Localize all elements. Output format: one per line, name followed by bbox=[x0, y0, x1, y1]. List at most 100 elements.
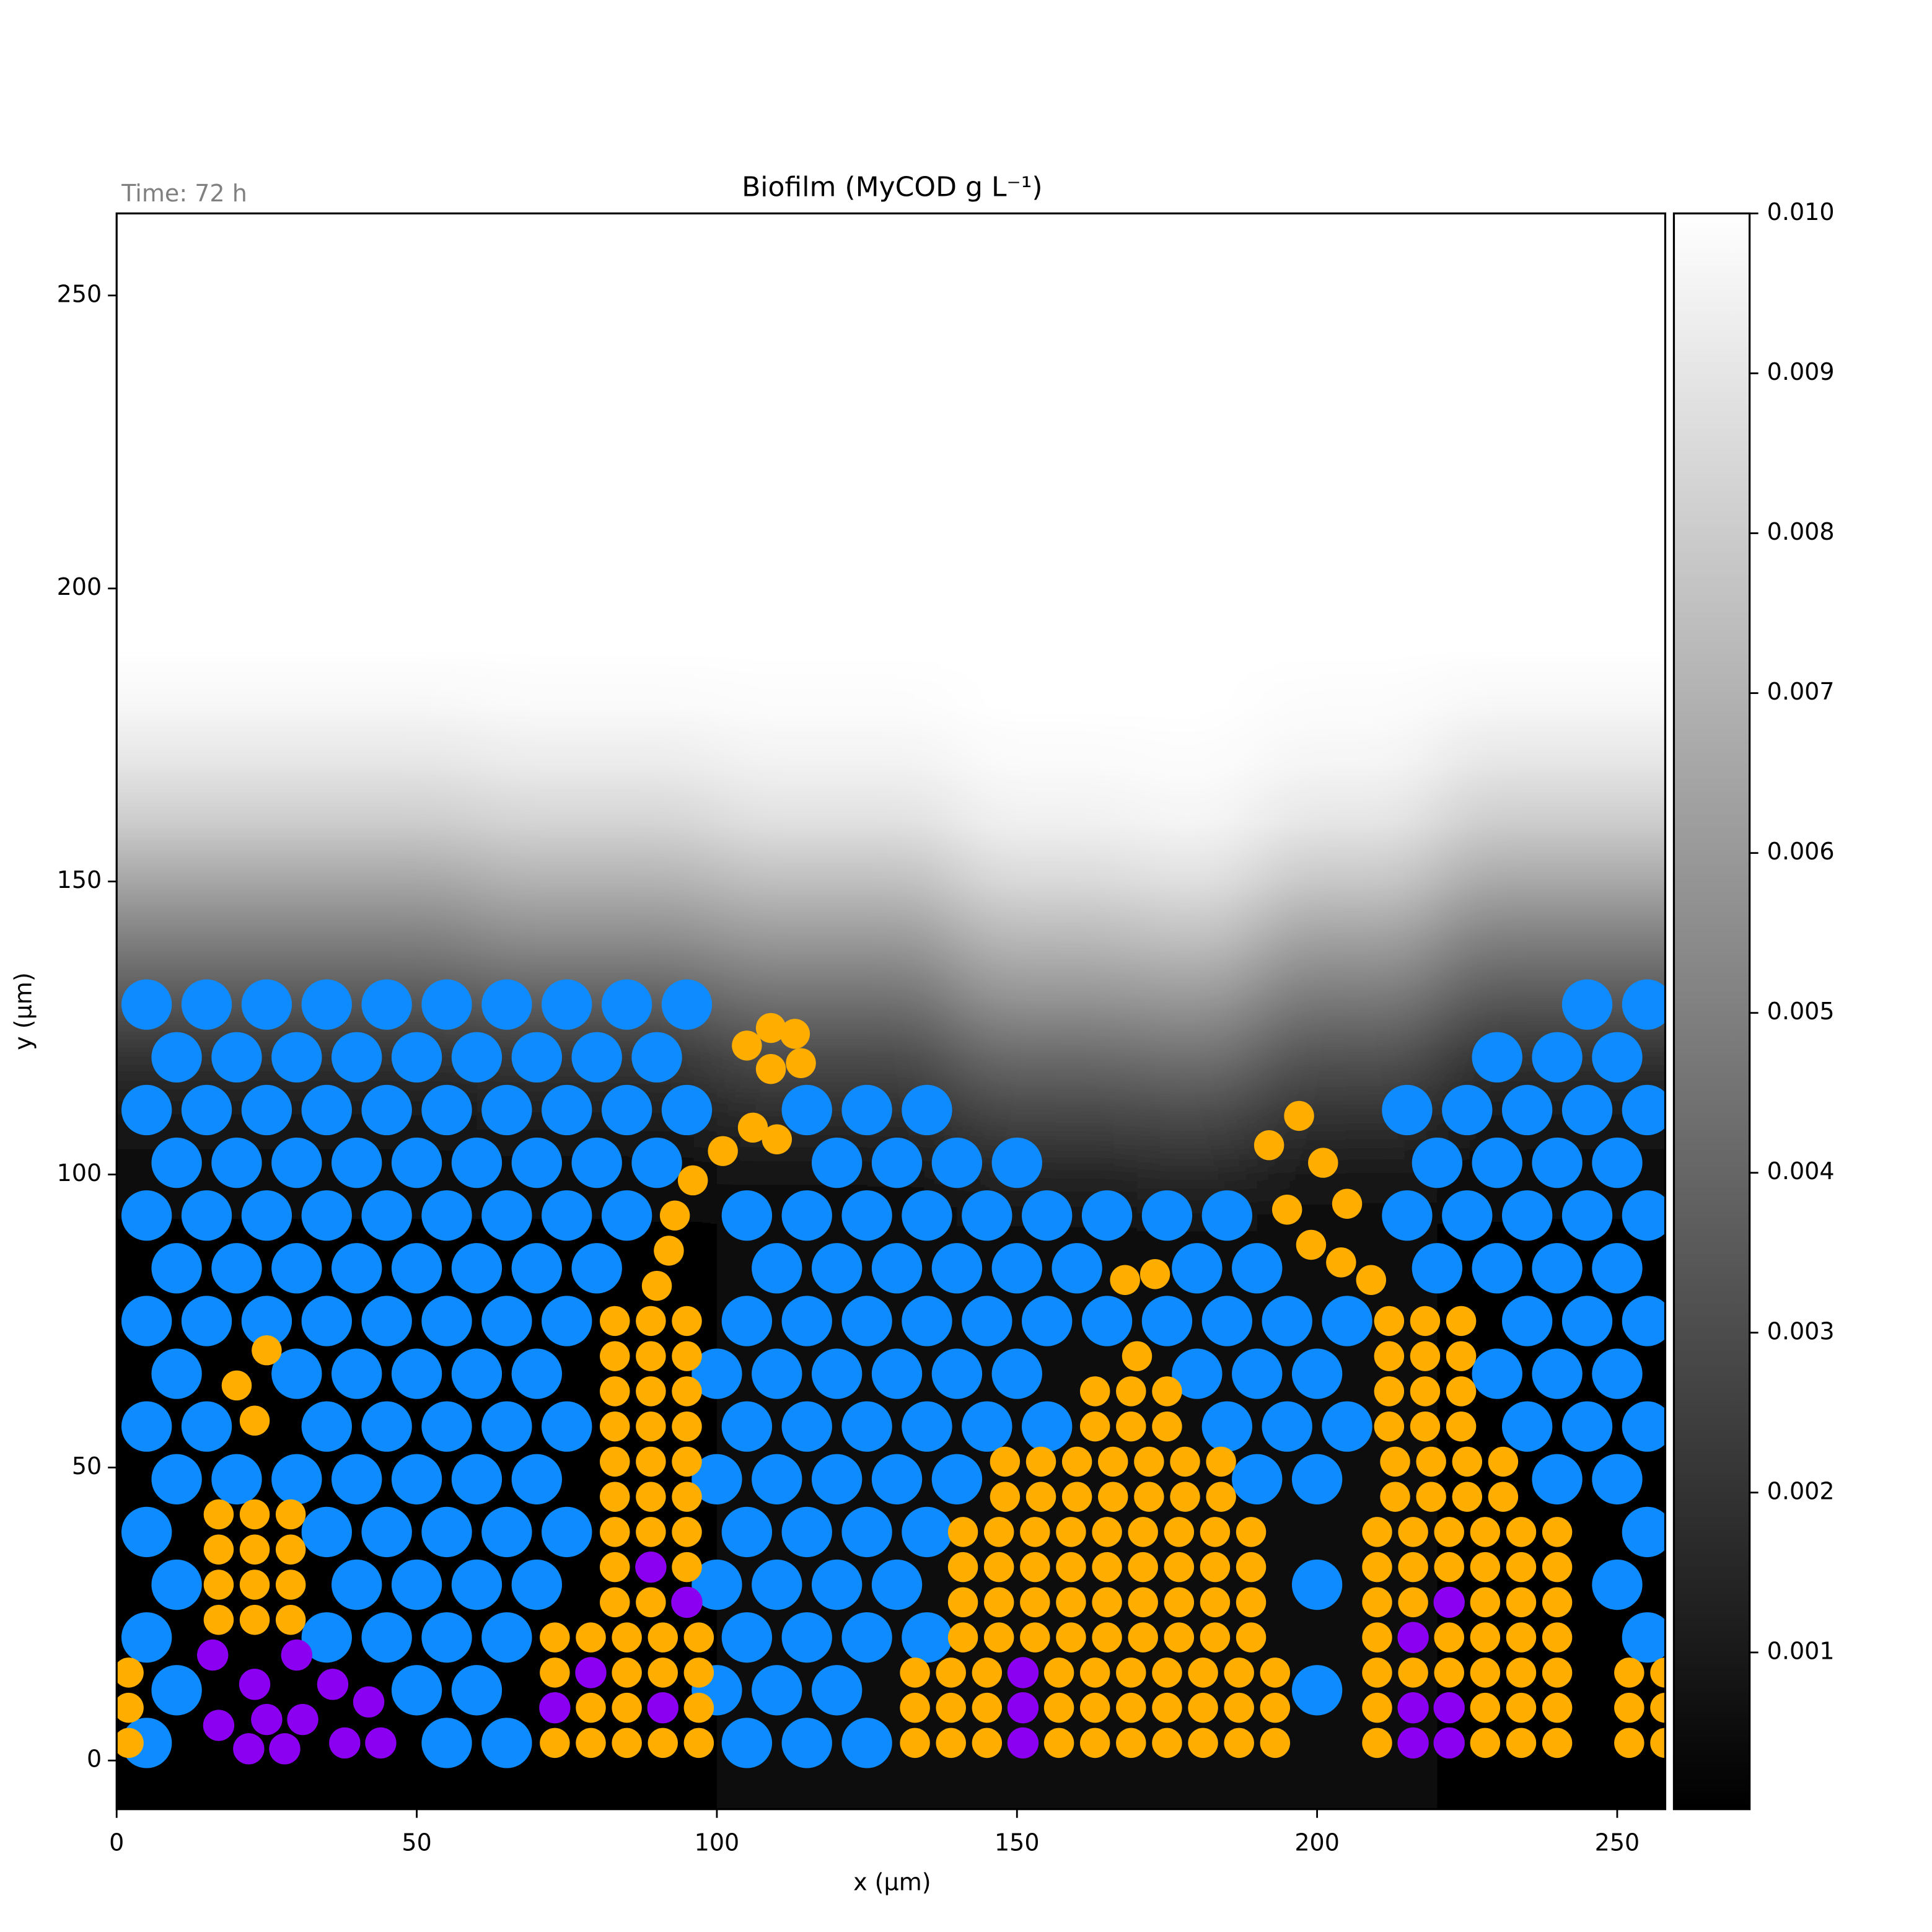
cell bbox=[252, 1335, 282, 1366]
cell bbox=[361, 1612, 412, 1663]
cell bbox=[361, 979, 412, 1030]
cell bbox=[1025, 1482, 1056, 1512]
cell bbox=[672, 1306, 702, 1337]
cell bbox=[301, 1084, 352, 1136]
cell bbox=[181, 1401, 232, 1452]
cell bbox=[1410, 1341, 1441, 1371]
cell bbox=[755, 1054, 786, 1084]
cell bbox=[1542, 1658, 1573, 1688]
cell bbox=[1472, 1243, 1522, 1294]
cell bbox=[1374, 1306, 1405, 1337]
cell bbox=[1291, 1454, 1343, 1504]
cell bbox=[683, 1692, 714, 1723]
cell bbox=[672, 1552, 702, 1583]
cell bbox=[1592, 1559, 1643, 1610]
cell bbox=[902, 1190, 952, 1241]
cell bbox=[1542, 1517, 1573, 1547]
cell bbox=[1380, 1482, 1410, 1512]
cell bbox=[721, 1612, 773, 1663]
cell bbox=[221, 1370, 252, 1401]
cell bbox=[1271, 1195, 1302, 1225]
cell bbox=[451, 1243, 503, 1294]
cell bbox=[1362, 1692, 1392, 1723]
cell bbox=[451, 1348, 503, 1399]
cell bbox=[511, 1559, 563, 1610]
cell bbox=[1501, 1190, 1553, 1241]
cell bbox=[600, 1517, 630, 1547]
cell bbox=[1433, 1727, 1465, 1759]
cell bbox=[391, 1665, 442, 1716]
cell bbox=[1224, 1728, 1254, 1759]
cell bbox=[1416, 1446, 1446, 1477]
colorbar-tick-label: 0.002 bbox=[1767, 1477, 1835, 1504]
cell bbox=[1172, 1243, 1223, 1294]
cell bbox=[391, 1559, 442, 1610]
cell bbox=[902, 1084, 952, 1136]
cell bbox=[1380, 1446, 1410, 1477]
cell bbox=[571, 1032, 622, 1083]
cell bbox=[648, 1658, 678, 1688]
cell bbox=[1532, 1348, 1583, 1399]
cell bbox=[841, 1190, 892, 1241]
cell bbox=[1592, 1348, 1643, 1399]
cell bbox=[1164, 1517, 1195, 1547]
x-tick-label: 150 bbox=[995, 1829, 1040, 1856]
cell bbox=[1362, 1728, 1392, 1759]
cell bbox=[1470, 1552, 1501, 1583]
cell bbox=[781, 1190, 832, 1241]
cell bbox=[811, 1348, 863, 1399]
cell bbox=[1622, 1190, 1666, 1241]
cell bbox=[962, 1190, 1012, 1241]
cell bbox=[1172, 1348, 1223, 1399]
cell bbox=[1254, 1130, 1284, 1161]
cell bbox=[1472, 1137, 1522, 1188]
x-axis-label: x (µm) bbox=[853, 1868, 931, 1895]
y-tick-label: 100 bbox=[57, 1159, 102, 1187]
cell bbox=[983, 1517, 1014, 1547]
cell bbox=[1116, 1692, 1146, 1723]
cell bbox=[1061, 1446, 1092, 1477]
cell bbox=[1152, 1411, 1182, 1442]
cell bbox=[1164, 1622, 1195, 1653]
cell bbox=[481, 1401, 532, 1452]
cell bbox=[203, 1570, 234, 1600]
cell bbox=[391, 1454, 442, 1504]
cell bbox=[601, 1190, 652, 1241]
cell bbox=[1128, 1517, 1158, 1547]
cell bbox=[601, 979, 652, 1030]
cell bbox=[962, 1296, 1012, 1346]
cell bbox=[1452, 1446, 1482, 1477]
cell bbox=[1043, 1658, 1074, 1688]
cell bbox=[275, 1605, 306, 1635]
colorbar-tick-label: 0.008 bbox=[1767, 518, 1835, 545]
cell bbox=[661, 979, 713, 1030]
cell bbox=[576, 1728, 606, 1759]
cell bbox=[1542, 1728, 1573, 1759]
cell bbox=[672, 1446, 702, 1477]
cell bbox=[1434, 1517, 1464, 1547]
cell bbox=[1141, 1190, 1193, 1241]
cell bbox=[1232, 1348, 1283, 1399]
cell bbox=[332, 1348, 382, 1399]
field-column bbox=[1137, 213, 1258, 1809]
cell bbox=[947, 1517, 978, 1547]
cell bbox=[752, 1243, 802, 1294]
cell bbox=[1542, 1692, 1573, 1723]
cell bbox=[1326, 1247, 1356, 1278]
cell bbox=[752, 1348, 802, 1399]
cell bbox=[542, 1401, 592, 1452]
cell bbox=[1200, 1622, 1231, 1653]
cell bbox=[1506, 1728, 1537, 1759]
cell bbox=[1188, 1692, 1218, 1723]
cell bbox=[1374, 1411, 1405, 1442]
cell bbox=[1506, 1587, 1537, 1618]
cell bbox=[631, 1032, 682, 1083]
cell bbox=[1232, 1454, 1283, 1504]
cell bbox=[636, 1587, 666, 1618]
cell bbox=[1561, 1190, 1613, 1241]
cell bbox=[1622, 1401, 1666, 1452]
cell bbox=[1170, 1482, 1200, 1512]
cell bbox=[612, 1692, 642, 1723]
cell bbox=[1362, 1658, 1392, 1688]
cell bbox=[1079, 1376, 1110, 1407]
